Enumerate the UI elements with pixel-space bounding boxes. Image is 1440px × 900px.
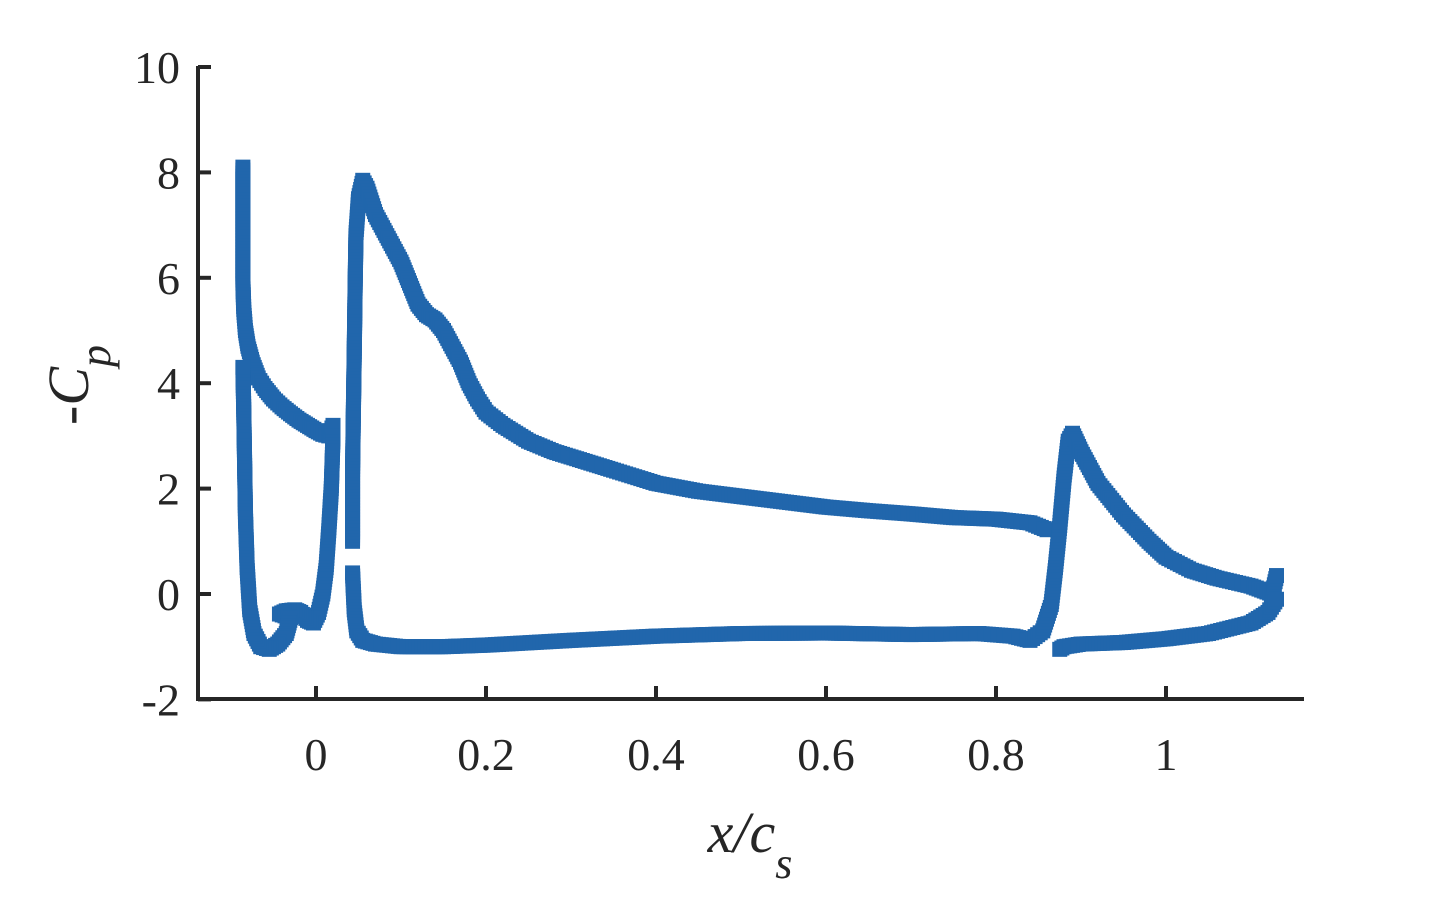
y-tick-label: 8: [157, 147, 180, 198]
series-4: [345, 425, 1284, 655]
x-tick-label: 1: [1155, 729, 1178, 780]
y-tick-label: 4: [157, 358, 180, 409]
axes: [196, 66, 1304, 701]
y-tick-label: 2: [157, 464, 180, 515]
x-axis-label-main: x/c: [707, 800, 776, 865]
x-tick-label: 0.4: [627, 729, 685, 780]
series-2: [235, 359, 341, 657]
x-tick-label: 0: [305, 729, 328, 780]
ticks: 0 0.2 0.4 0.6 0.8 1 -2 0 2 4 6 8 10: [134, 42, 1178, 780]
x-tick-label: 0.2: [457, 729, 515, 780]
y-tick-label: 0: [157, 569, 180, 620]
series-3: [345, 172, 1055, 549]
data-point: [235, 359, 251, 375]
y-tick-label: 10: [134, 42, 180, 93]
y-tick-label: -2: [142, 674, 180, 725]
series-5: [1052, 591, 1284, 657]
data-point: [1269, 568, 1284, 584]
data-point: [1269, 591, 1284, 607]
x-tick-label: 0.6: [797, 729, 855, 780]
x-axis-label-sub: s: [775, 839, 792, 888]
y-axis-label-main: -C: [36, 366, 101, 425]
x-axis-label: x/cs: [707, 800, 793, 888]
x-tick-label: 0.8: [967, 729, 1025, 780]
y-axis-label: -Cp: [36, 345, 120, 425]
series-1: [235, 159, 341, 444]
y-tick-label: 6: [157, 253, 180, 304]
y-axis-label-sub: p: [71, 345, 120, 370]
data-markers: [235, 159, 1284, 657]
